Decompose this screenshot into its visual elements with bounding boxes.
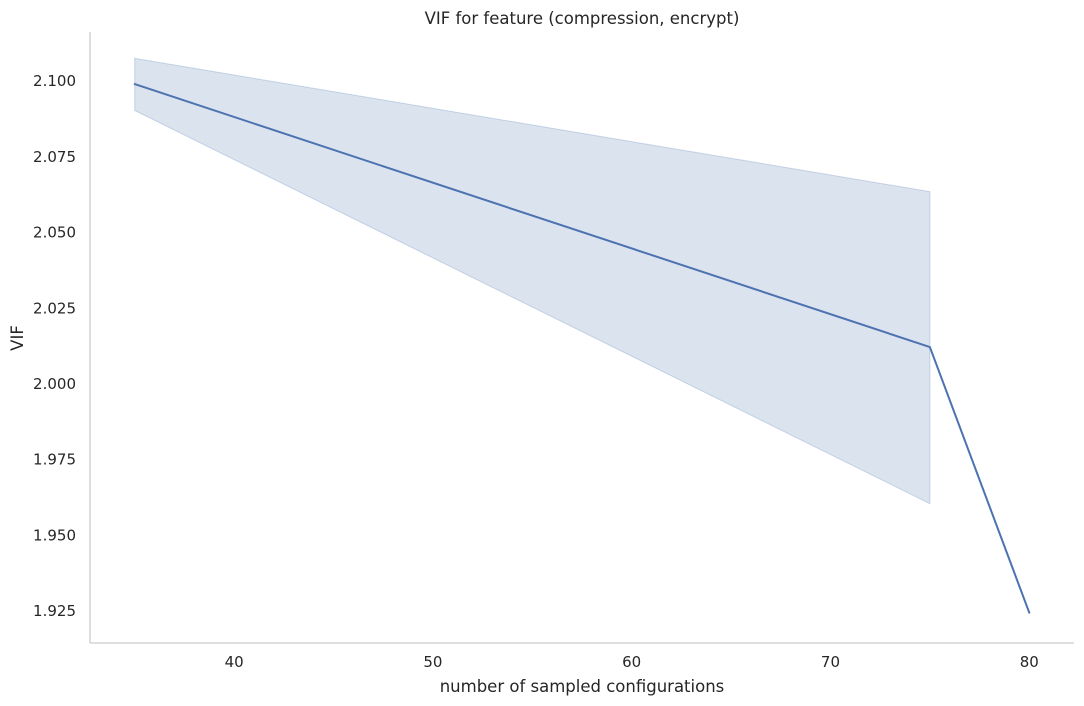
y-tick-label: 2.000: [33, 375, 76, 393]
confidence-band-0: [134, 57, 931, 505]
x-tick-label: 60: [622, 653, 641, 671]
x-tick-label: 40: [225, 653, 244, 671]
x-axis-ticks: 40 50 60 70 80: [225, 653, 1039, 671]
y-tick-label: 2.050: [33, 224, 76, 242]
x-tick-label: 50: [423, 653, 442, 671]
y-axis-ticks: 1.925 1.950 1.975 2.000 2.025 2.050 2.075 2.100: [33, 72, 76, 620]
y-tick-label: 1.975: [33, 451, 76, 469]
y-tick-label: 1.950: [33, 526, 76, 544]
x-tick-label: 70: [821, 653, 840, 671]
y-tick-label: 2.025: [33, 299, 76, 317]
chart-title: VIF for feature (compression, encrypt): [425, 9, 740, 28]
y-axis-label: VIF: [8, 325, 27, 351]
x-axis-label: number of sampled configurations: [440, 677, 725, 696]
y-tick-label: 1.925: [33, 602, 76, 620]
confidence-band-layer: [134, 57, 931, 505]
x-tick-label: 80: [1020, 653, 1039, 671]
y-tick-label: 2.100: [33, 72, 76, 90]
y-tick-label: 2.075: [33, 148, 76, 166]
series-line-layer: [133, 83, 1031, 614]
